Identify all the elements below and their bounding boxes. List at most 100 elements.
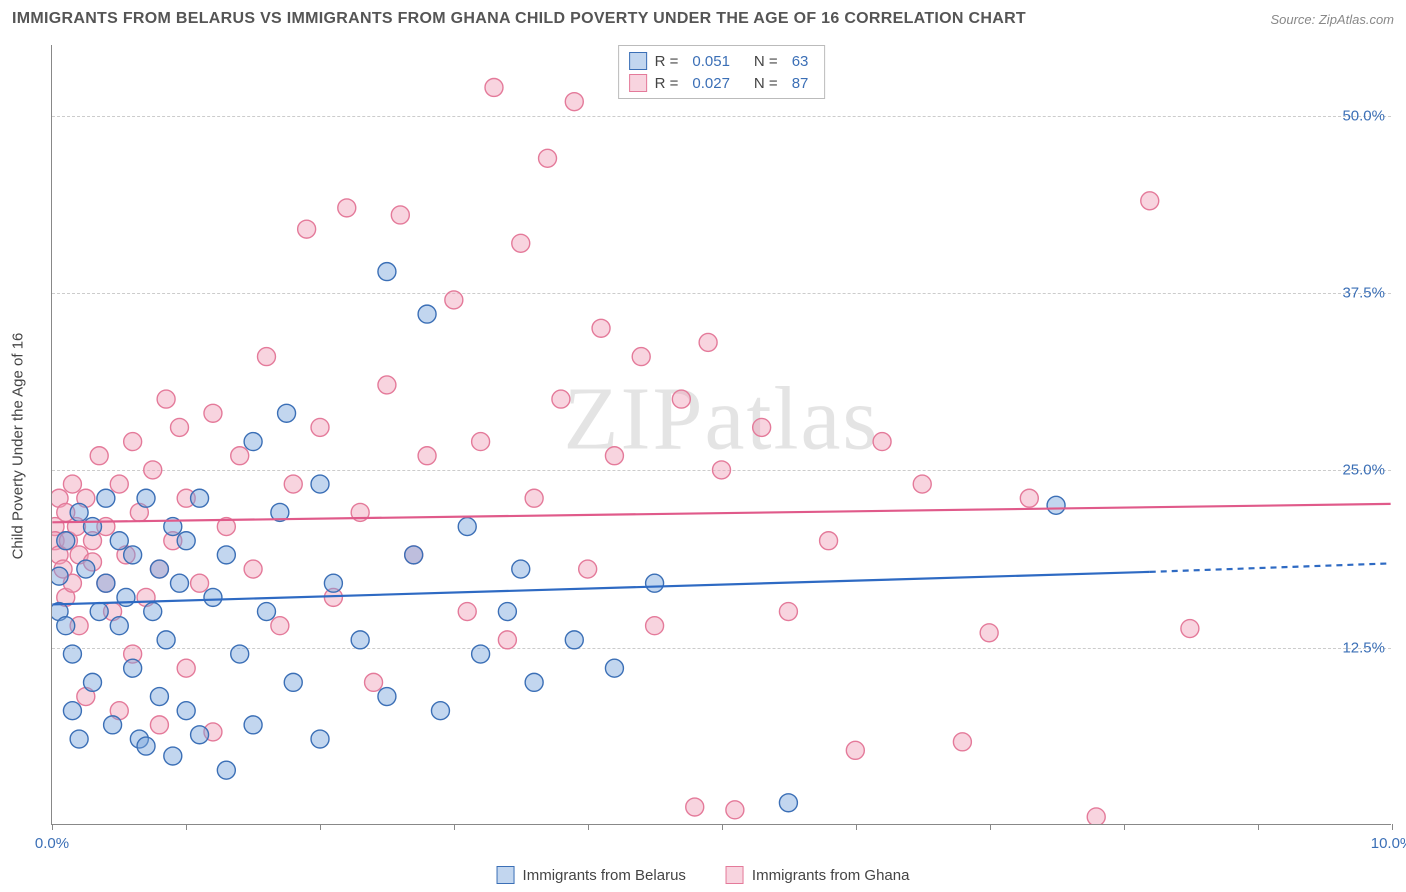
swatch-series2 <box>629 74 647 92</box>
data-point <box>204 588 222 606</box>
data-point <box>157 390 175 408</box>
data-point <box>97 574 115 592</box>
trend-line <box>52 504 1390 522</box>
r-value-2: 0.027 <box>692 75 730 92</box>
plot-area: ZIPatlas R = 0.051 N = 63 R = 0.027 N = … <box>51 45 1391 825</box>
data-point <box>445 291 463 309</box>
data-point <box>458 518 476 536</box>
data-point <box>686 798 704 816</box>
x-tick <box>856 824 857 830</box>
data-point <box>110 532 128 550</box>
series1-name: Immigrants from Belarus <box>523 867 686 884</box>
n-label-1: N = <box>754 53 778 70</box>
data-point <box>284 673 302 691</box>
data-point <box>565 631 583 649</box>
scatter-svg <box>52 45 1391 824</box>
data-point <box>565 93 583 111</box>
data-point <box>257 348 275 366</box>
data-point <box>164 747 182 765</box>
data-point <box>512 560 530 578</box>
data-point <box>217 761 235 779</box>
data-point <box>485 79 503 97</box>
data-point <box>70 730 88 748</box>
data-point <box>779 603 797 621</box>
data-point <box>177 659 195 677</box>
data-point <box>953 733 971 751</box>
data-point <box>150 716 168 734</box>
n-value-1: 63 <box>792 53 809 70</box>
data-point <box>84 673 102 691</box>
x-tick-label-start: 0.0% <box>35 835 69 852</box>
data-point <box>431 702 449 720</box>
data-point <box>378 688 396 706</box>
data-point <box>713 461 731 479</box>
data-point <box>980 624 998 642</box>
data-point <box>378 376 396 394</box>
data-point <box>124 433 142 451</box>
data-point <box>472 645 490 663</box>
chart-title: IMMIGRANTS FROM BELARUS VS IMMIGRANTS FR… <box>12 10 1026 28</box>
x-tick <box>52 824 53 830</box>
data-point <box>191 726 209 744</box>
data-point <box>539 149 557 167</box>
data-point <box>699 333 717 351</box>
data-point <box>324 574 342 592</box>
data-point <box>311 730 329 748</box>
data-point <box>1087 808 1105 824</box>
series2-name: Immigrants from Ghana <box>752 867 910 884</box>
r-value-1: 0.051 <box>692 53 730 70</box>
data-point <box>278 404 296 422</box>
x-tick-label-end: 10.0% <box>1371 835 1406 852</box>
x-tick <box>454 824 455 830</box>
x-tick <box>722 824 723 830</box>
data-point <box>311 475 329 493</box>
data-point <box>472 433 490 451</box>
data-point <box>52 567 68 585</box>
data-point <box>97 489 115 507</box>
data-point <box>257 603 275 621</box>
data-point <box>873 433 891 451</box>
data-point <box>605 447 623 465</box>
data-point <box>110 475 128 493</box>
data-point <box>1020 489 1038 507</box>
data-point <box>552 390 570 408</box>
data-point <box>298 220 316 238</box>
data-point <box>498 603 516 621</box>
data-point <box>144 461 162 479</box>
data-point <box>726 801 744 819</box>
data-point <box>77 560 95 578</box>
data-point <box>177 702 195 720</box>
data-point <box>90 447 108 465</box>
data-point <box>779 794 797 812</box>
data-point <box>820 532 838 550</box>
legend-row-series2: R = 0.027 N = 87 <box>629 72 815 94</box>
n-value-2: 87 <box>792 75 809 92</box>
data-point <box>244 560 262 578</box>
data-point <box>646 574 664 592</box>
data-point <box>244 433 262 451</box>
data-point <box>592 319 610 337</box>
x-tick <box>1124 824 1125 830</box>
data-point <box>171 418 189 436</box>
data-point <box>90 603 108 621</box>
data-point <box>351 631 369 649</box>
x-tick <box>1258 824 1259 830</box>
data-point <box>171 574 189 592</box>
data-point <box>378 263 396 281</box>
data-point <box>84 518 102 536</box>
data-point <box>846 741 864 759</box>
data-point <box>204 404 222 422</box>
data-point <box>191 574 209 592</box>
n-label-2: N = <box>754 75 778 92</box>
data-point <box>63 702 81 720</box>
data-point <box>1047 496 1065 514</box>
data-point <box>913 475 931 493</box>
data-point <box>110 617 128 635</box>
r-label-2: R = <box>655 75 679 92</box>
data-point <box>63 645 81 663</box>
data-point <box>191 489 209 507</box>
x-tick <box>186 824 187 830</box>
data-point <box>418 305 436 323</box>
data-point <box>418 447 436 465</box>
y-axis-label: Child Poverty Under the Age of 16 <box>10 333 27 560</box>
